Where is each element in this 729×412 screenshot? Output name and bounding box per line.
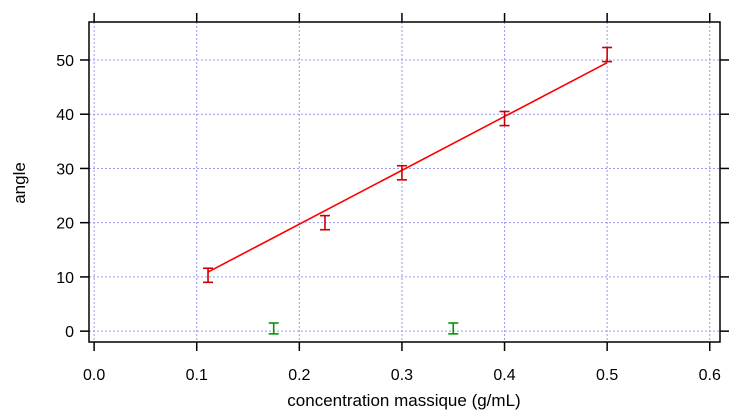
y-tick-label: 40 bbox=[56, 107, 74, 124]
x-tick-label: 0.0 bbox=[83, 367, 105, 384]
fit-line bbox=[207, 61, 608, 273]
data-point bbox=[203, 267, 214, 284]
data-point bbox=[602, 46, 613, 63]
y-tick-label: 20 bbox=[56, 216, 74, 233]
y-axis-title: angle bbox=[10, 162, 29, 204]
data-point bbox=[396, 164, 407, 181]
data-point bbox=[319, 214, 330, 231]
x-axis-title: concentration massique (g/mL) bbox=[287, 391, 520, 410]
data-point bbox=[499, 110, 510, 127]
grid bbox=[89, 22, 720, 342]
y-tick-label: 50 bbox=[56, 53, 74, 70]
plot-frame bbox=[88, 21, 721, 343]
x-tick-label: 0.2 bbox=[288, 367, 310, 384]
data-point bbox=[448, 322, 459, 335]
x-tick-label: 0.1 bbox=[186, 367, 208, 384]
x-tick-label: 0.4 bbox=[493, 367, 515, 384]
y-tick-label: 30 bbox=[56, 161, 74, 178]
fit-line-group bbox=[207, 61, 608, 273]
data-points bbox=[203, 46, 613, 335]
y-tick-label: 10 bbox=[56, 270, 74, 287]
y-tick-label: 0 bbox=[65, 324, 74, 341]
x-tick-label: 0.5 bbox=[596, 367, 618, 384]
x-tick-label: 0.3 bbox=[391, 367, 413, 384]
x-tick-label: 0.6 bbox=[699, 367, 721, 384]
axis-ticks bbox=[80, 13, 729, 351]
data-point bbox=[268, 322, 279, 335]
tick-labels: 0.0 0.1 0.2 0.3 0.4 0.5 0.6 0 10 20 30 40 50 bbox=[56, 53, 721, 384]
